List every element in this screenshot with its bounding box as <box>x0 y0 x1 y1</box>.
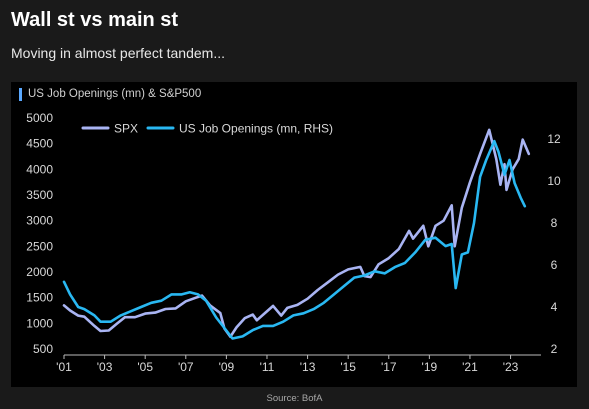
y-left-tick-label: 4500 <box>26 137 53 151</box>
x-tick-label: '01 <box>56 360 72 374</box>
x-tick-label: '23 <box>503 360 519 374</box>
legend-label: SPX <box>114 122 138 136</box>
x-tick-label: '19 <box>422 360 438 374</box>
x-tick-label: '21 <box>462 360 478 374</box>
y-right-tick-label: 6 <box>551 258 558 272</box>
x-tick-label: '03 <box>97 360 113 374</box>
y-left-tick-label: 2000 <box>26 265 53 279</box>
x-tick-label: '15 <box>340 360 356 374</box>
chart-title: US Job Openings (mn) & S&P500 <box>19 88 201 101</box>
y-left-tick-label: 3500 <box>26 188 53 202</box>
x-tick-label: '17 <box>381 360 397 374</box>
y-right-tick-label: 8 <box>551 216 558 230</box>
x-tick-label: '09 <box>219 360 235 374</box>
y-right-tick-label: 10 <box>547 174 561 188</box>
source-note: Source: BofA <box>266 393 323 404</box>
x-tick-label: '07 <box>178 360 194 374</box>
y-right-tick-label: 12 <box>547 132 561 146</box>
y-left-tick-label: 500 <box>33 342 53 356</box>
chart-panel: US Job Openings (mn) & S&P500 '01'03'05 '… <box>11 82 577 387</box>
y-right-tick-label: 4 <box>551 300 558 314</box>
legend-label: US Job Openings (mn, RHS) <box>179 122 333 136</box>
y-left-tick-label: 3000 <box>26 214 53 228</box>
x-tick-label: '11 <box>260 360 275 374</box>
y-left-tick-label: 5000 <box>26 111 53 125</box>
page-title: Wall st vs main st <box>11 9 179 31</box>
y-right-tick-label: 2 <box>551 342 558 356</box>
y-left-tick-label: 1500 <box>26 291 53 305</box>
y-left-tick-label: 2500 <box>26 239 53 253</box>
page-subtitle: Moving in almost perfect tandem... <box>11 45 225 61</box>
y-left-tick-label: 4000 <box>26 162 53 176</box>
series-line-spx <box>62 128 531 338</box>
series-line-job-openings <box>62 139 527 340</box>
x-tick-label: '05 <box>137 360 153 374</box>
x-tick-label: '13 <box>300 360 316 374</box>
y-left-tick-label: 1000 <box>26 316 53 330</box>
line-chart: '01 '03 '05 '07 '09 '11 '13 '15 '17 '19 '21 '23 500 1… <box>26 111 561 374</box>
